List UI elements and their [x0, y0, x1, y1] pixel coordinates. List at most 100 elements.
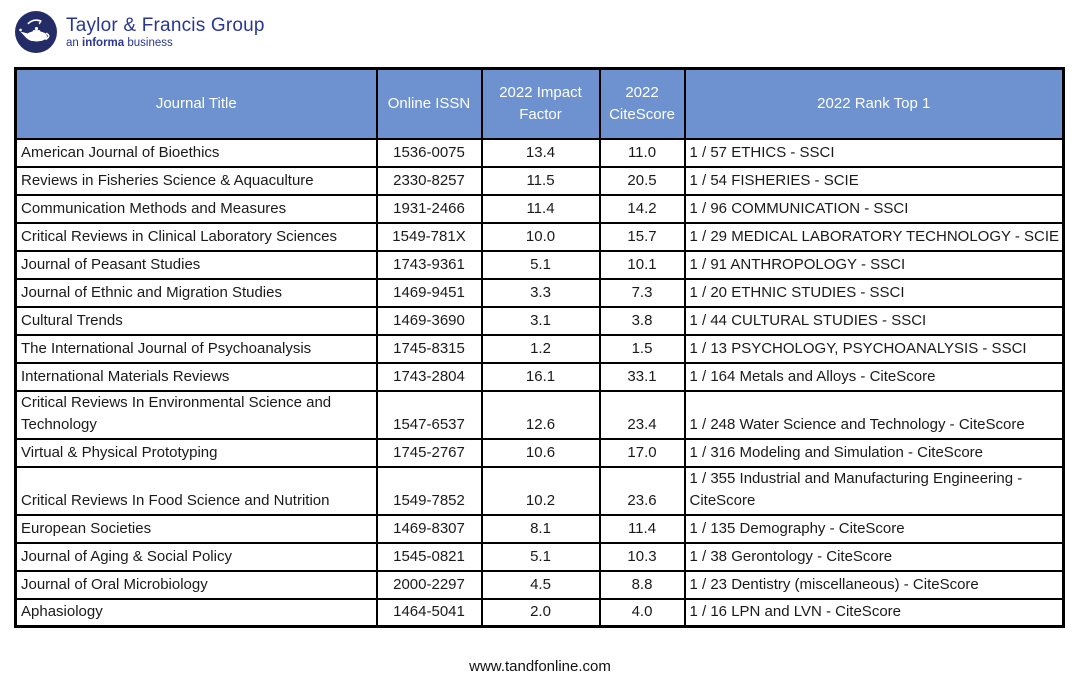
- issn-cell: 1931-2466: [375, 193, 483, 224]
- issn-cell: 1536-0075: [375, 137, 483, 168]
- journal-title-cell: Critical Reviews In Environmental Scienc…: [14, 389, 378, 440]
- journal-title-cell: Journal of Aging & Social Policy: [14, 541, 378, 572]
- journal-title-cell: Journal of Oral Microbiology: [14, 569, 378, 600]
- table-row: Reviews in Fisheries Science & Aquacultu…: [14, 165, 1065, 196]
- impact-factor-cell: 16.1: [480, 361, 601, 392]
- citescore-cell: 4.0: [598, 597, 686, 628]
- rank-cell: 1 / 91 ANTHROPOLOGY - SSCI: [683, 249, 1065, 280]
- journal-metrics-table: Journal Title Online ISSN 2022 Impact Fa…: [14, 67, 1065, 628]
- table-row: Communication Methods and Measures 1931-2…: [14, 193, 1065, 224]
- impact-factor-cell: 10.6: [480, 437, 601, 468]
- journal-title-cell: The International Journal of Psychoanaly…: [14, 333, 378, 364]
- citescore-cell: 23.6: [598, 465, 686, 516]
- table-header-row: Journal Title Online ISSN 2022 Impact Fa…: [14, 67, 1065, 140]
- table-row: Aphasiology 1464-5041 2.0 4.0 1 / 16 LPN and…: [14, 597, 1065, 628]
- logo-subtitle-suffix: business: [124, 36, 173, 49]
- issn-cell: 2000-2297: [375, 569, 483, 600]
- issn-cell: 1743-9361: [375, 249, 483, 280]
- col-header-online-issn: Online ISSN: [375, 67, 483, 140]
- table-row: Cultural Trends 1469-3690 3.1 3.8 1 / 44 CUL…: [14, 305, 1065, 336]
- citescore-cell: 20.5: [598, 165, 686, 196]
- col-header-impact-factor: 2022 Impact Factor: [480, 67, 601, 140]
- issn-cell: 1745-2767: [375, 437, 483, 468]
- rank-cell: 1 / 164 Metals and Alloys - CiteScore: [683, 361, 1065, 392]
- impact-factor-cell: 10.2: [480, 465, 601, 516]
- citescore-cell: 10.1: [598, 249, 686, 280]
- logo-subtitle: an informa business: [66, 36, 265, 50]
- table-row: Journal of Oral Microbiology 2000-2297 4.5…: [14, 569, 1065, 600]
- logo-text: Taylor & Francis Group an informa busine…: [66, 15, 265, 50]
- impact-factor-cell: 1.2: [480, 333, 601, 364]
- rank-cell: 1 / 248 Water Science and Technology - C…: [683, 389, 1065, 440]
- issn-cell: 1469-9451: [375, 277, 483, 308]
- journal-table-body: American Journal of Bioethics 1536-0075 13…: [14, 137, 1065, 628]
- impact-factor-cell: 5.1: [480, 249, 601, 280]
- journal-title-cell: Virtual & Physical Prototyping: [14, 437, 378, 468]
- impact-factor-cell: 4.5: [480, 569, 601, 600]
- table-row: International Materials Reviews 1743-2804…: [14, 361, 1065, 392]
- logo-title: Taylor & Francis Group: [66, 14, 265, 36]
- citescore-cell: 10.3: [598, 541, 686, 572]
- table-row: Journal of Aging & Social Policy 1545-082…: [14, 541, 1065, 572]
- logo-subtitle-informa: informa: [82, 36, 125, 49]
- impact-factor-cell: 3.1: [480, 305, 601, 336]
- taylor-francis-logo: Taylor & Francis Group an informa busine…: [15, 11, 265, 53]
- citescore-cell: 7.3: [598, 277, 686, 308]
- table-row: Critical Reviews in Clinical Laboratory …: [14, 221, 1065, 252]
- journal-title-cell: International Materials Reviews: [14, 361, 378, 392]
- rank-cell: 1 / 13 PSYCHOLOGY, PSYCHOANALYSIS - SSCI: [683, 333, 1065, 364]
- citescore-cell: 14.2: [598, 193, 686, 224]
- citescore-cell: 11.0: [598, 137, 686, 168]
- table-row: European Societies 1469-8307 8.1 11.4 1 / 13…: [14, 513, 1065, 544]
- citescore-cell: 23.4: [598, 389, 686, 440]
- rank-cell: 1 / 316 Modeling and Simulation - CiteSc…: [683, 437, 1065, 468]
- table-row: Critical Reviews In Food Science and Nut…: [14, 465, 1065, 516]
- table-row: American Journal of Bioethics 1536-0075 13…: [14, 137, 1065, 168]
- issn-cell: 1545-0821: [375, 541, 483, 572]
- rank-cell: 1 / 44 CULTURAL STUDIES - SSCI: [683, 305, 1065, 336]
- issn-cell: 1469-8307: [375, 513, 483, 544]
- impact-factor-cell: 10.0: [480, 221, 601, 252]
- impact-factor-cell: 11.4: [480, 193, 601, 224]
- journal-title-cell: Critical Reviews in Clinical Laboratory …: [14, 221, 378, 252]
- rank-cell: 1 / 16 LPN and LVN - CiteScore: [683, 597, 1065, 628]
- journal-title-cell: American Journal of Bioethics: [14, 137, 378, 168]
- rank-cell: 1 / 355 Industrial and Manufacturing Eng…: [683, 465, 1065, 516]
- rank-cell: 1 / 20 ETHNIC STUDIES - SSCI: [683, 277, 1065, 308]
- rank-cell: 1 / 29 MEDICAL LABORATORY TECHNOLOGY - S…: [683, 221, 1065, 252]
- citescore-cell: 1.5: [598, 333, 686, 364]
- issn-cell: 1743-2804: [375, 361, 483, 392]
- journal-metrics-table-wrap: Journal Title Online ISSN 2022 Impact Fa…: [14, 67, 1065, 628]
- table-row: Journal of Peasant Studies 1743-9361 5.1 10…: [14, 249, 1065, 280]
- citescore-cell: 8.8: [598, 569, 686, 600]
- col-header-rank-top-1: 2022 Rank Top 1: [683, 67, 1065, 140]
- logo-subtitle-prefix: an: [66, 36, 82, 49]
- rank-cell: 1 / 23 Dentistry (miscellaneous) - CiteS…: [683, 569, 1065, 600]
- table-row: Virtual & Physical Prototyping 1745-2767 1…: [14, 437, 1065, 468]
- table-row: The International Journal of Psychoanaly…: [14, 333, 1065, 364]
- issn-cell: 2330-8257: [375, 165, 483, 196]
- journal-title-cell: European Societies: [14, 513, 378, 544]
- table-row: Critical Reviews In Environmental Scienc…: [14, 389, 1065, 440]
- issn-cell: 1464-5041: [375, 597, 483, 628]
- col-header-citescore: 2022 CiteScore: [598, 67, 686, 140]
- rank-cell: 1 / 96 COMMUNICATION - SSCI: [683, 193, 1065, 224]
- issn-cell: 1549-781X: [375, 221, 483, 252]
- col-header-journal-title: Journal Title: [14, 67, 378, 140]
- issn-cell: 1745-8315: [375, 333, 483, 364]
- journal-title-cell: Aphasiology: [14, 597, 378, 628]
- citescore-cell: 15.7: [598, 221, 686, 252]
- journal-title-cell: Cultural Trends: [14, 305, 378, 336]
- table-row: Journal of Ethnic and Migration Studies 1…: [14, 277, 1065, 308]
- website-url: www.tandfonline.com: [469, 658, 611, 675]
- rank-cell: 1 / 54 FISHERIES - SCIE: [683, 165, 1065, 196]
- citescore-cell: 33.1: [598, 361, 686, 392]
- issn-cell: 1469-3690: [375, 305, 483, 336]
- impact-factor-cell: 3.3: [480, 277, 601, 308]
- citescore-cell: 3.8: [598, 305, 686, 336]
- journal-title-cell: Critical Reviews In Food Science and Nut…: [14, 465, 378, 516]
- issn-cell: 1549-7852: [375, 465, 483, 516]
- rank-cell: 1 / 135 Demography - CiteScore: [683, 513, 1065, 544]
- issn-cell: 1547-6537: [375, 389, 483, 440]
- journal-title-cell: Journal of Peasant Studies: [14, 249, 378, 280]
